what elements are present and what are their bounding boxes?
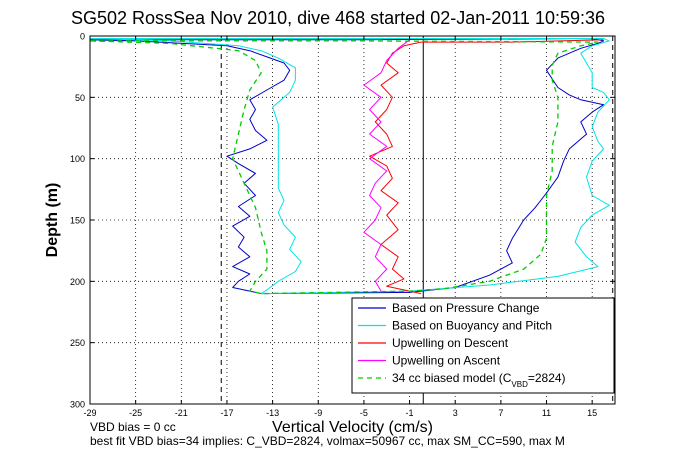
chart-title: SG502 RossSea Nov 2010, dive 468 started…	[71, 8, 605, 28]
y-tick-label: 0	[80, 32, 85, 42]
legend-box	[351, 297, 615, 394]
series-line-upwelling-on-descent	[369, 39, 604, 295]
x-tick-label: 3	[453, 408, 458, 418]
y-tick-label: 200	[70, 277, 85, 287]
grid	[89, 35, 615, 405]
x-tick-label: -21	[175, 408, 188, 418]
x-tick-label: 11	[542, 408, 551, 418]
x-tick-label: -13	[266, 408, 279, 418]
x-tick-label: 15	[587, 408, 597, 418]
x-tick-label: -25	[129, 408, 142, 418]
y-tick-label: 50	[75, 93, 85, 103]
annotation-best-fit: best fit VBD bias=34 implies: C_VBD=2824…	[90, 434, 565, 448]
x-tick-label: -1	[406, 408, 414, 418]
series-line-based-on-pressure-change	[89, 38, 605, 295]
legend-label: Based on Buoyancy and Pitch	[392, 319, 552, 333]
legend: Based on Pressure Change Based on Buoyanc…	[351, 297, 615, 394]
x-tick-label: -29	[83, 408, 96, 418]
series-line-34-cc-biased-model-c-vbd-2824	[89, 40, 599, 295]
series-line-based-on-buoyancy-and-pitch	[89, 38, 610, 295]
y-tick-label: 250	[70, 338, 85, 348]
series-group	[89, 38, 610, 295]
y-tick-label: 300	[70, 400, 85, 410]
legend-label: Based on Pressure Change	[392, 301, 540, 315]
x-tick-label: -17	[220, 408, 233, 418]
x-tick-label: -5	[360, 408, 368, 418]
y-tick-label: 100	[70, 154, 85, 164]
x-tick-label: -9	[314, 408, 322, 418]
series-line-upwelling-on-ascent	[363, 39, 410, 292]
x-tick-label: 7	[498, 408, 503, 418]
annotation-vbd-bias: VBD bias = 0 cc	[90, 420, 176, 434]
y-axis-label: Depth (m)	[44, 183, 61, 258]
legend-label: Upwelling on Descent	[392, 336, 509, 350]
x-axis-label: Vertical Velocity (cm/s)	[272, 419, 433, 436]
legend-label: Upwelling on Ascent	[392, 354, 501, 368]
y-tick-label: 150	[70, 216, 85, 226]
axis-ticks: -29 -25 -21 -17 -13 -9 -5 -1 3 7 11 150501001502002…	[70, 32, 615, 418]
